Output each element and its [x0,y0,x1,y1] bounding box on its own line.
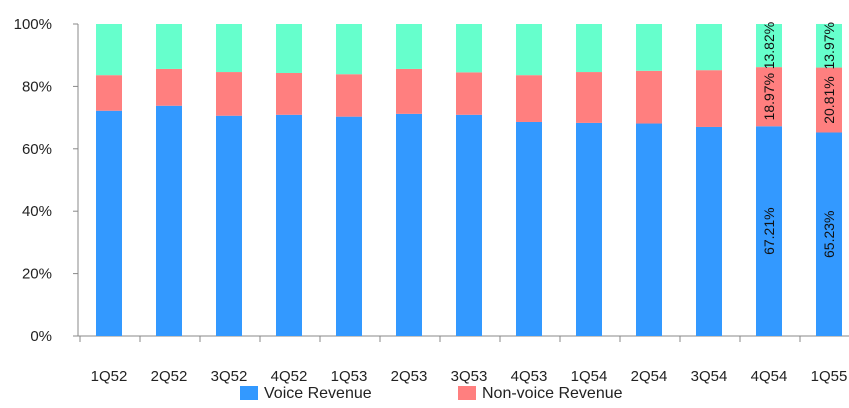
x-tick-label: 1Q55 [811,368,848,385]
bar-segment [96,75,122,111]
bar-segment [276,24,302,73]
bar-segment [516,121,542,336]
bar-segment [696,24,722,71]
bar-segment [336,24,362,75]
bar-segment [456,24,482,73]
y-tick-label: 100% [14,16,52,33]
bar-segment [276,72,302,115]
data-label: 65.23% [821,210,837,257]
bar-segment [456,114,482,337]
x-tick-label: 2Q53 [391,368,428,385]
bar-segment [816,23,842,68]
bar-segment [576,122,602,337]
x-tick-label: 3Q54 [691,368,728,385]
data-label: 13.82% [761,22,777,69]
bar-segment [636,70,662,124]
legend-swatch-voice [240,386,258,400]
y-tick-label: 40% [22,203,52,220]
bar-segment [576,24,602,73]
bar-segment [516,75,542,122]
bars [96,23,842,337]
bar-segment [276,114,302,337]
bar-segment [156,68,182,106]
x-tick-label: 3Q52 [211,368,248,385]
bar-segment [216,72,242,116]
y-axis: 0% 20% 40% 60% 80% 100% [14,16,79,345]
bar-segment [96,24,122,76]
y-tick-label: 20% [22,266,52,283]
bar-segment [696,126,722,337]
bar-segment [216,24,242,73]
bar-segment [816,67,842,133]
bar-segment [396,113,422,336]
bar-segment [156,24,182,69]
data-label: 67.21% [761,207,777,254]
x-tick-label: 1Q53 [331,368,368,385]
data-labels: 67.21% 18.97% 13.82% 65.23% 20.81% 13.97% [761,22,837,258]
x-tick-label: 1Q54 [571,368,608,385]
y-tick-label: 0% [30,328,52,345]
x-tick-label: 1Q52 [91,368,128,385]
bar-segment [456,72,482,115]
bar-segment [336,74,362,117]
x-tick-label: 4Q52 [271,368,308,385]
x-tick-label: 4Q53 [511,368,548,385]
bar-segment [636,24,662,71]
bar-segment [756,126,782,336]
bar-segment [516,24,542,76]
data-label: 13.97% [821,22,837,69]
bar-segment [396,24,422,69]
bar-segment [756,67,782,127]
legend-swatch-nonvoice [458,386,476,400]
data-label: 18.97% [761,73,777,120]
legend: Voice Revenue Non-voice Revenue [240,385,623,402]
legend-label-nonvoice: Non-voice Revenue [482,385,623,402]
bar-segment [216,115,242,336]
y-tick-label: 80% [22,78,52,95]
bar-segment [636,123,662,336]
x-tick-label: 4Q54 [751,368,788,385]
x-axis: 1Q52 2Q52 3Q52 4Q52 1Q53 2Q53 3Q53 4Q53 1Q54 2Q54… [78,335,849,385]
bar-segment [816,132,842,336]
x-tick-label: 2Q54 [631,368,668,385]
x-tick-label: 3Q53 [451,368,488,385]
bar-segment [756,24,782,68]
y-tick-label: 60% [22,141,52,158]
legend-label-voice: Voice Revenue [264,385,372,402]
bar-segment [96,110,122,337]
bar-segment [576,72,602,123]
bar-segment [396,68,422,114]
bar-segment [336,116,362,336]
data-label: 20.81% [821,76,837,123]
bar-segment [156,105,182,336]
bar-segment [696,70,722,127]
x-tick-label: 2Q52 [151,368,188,385]
